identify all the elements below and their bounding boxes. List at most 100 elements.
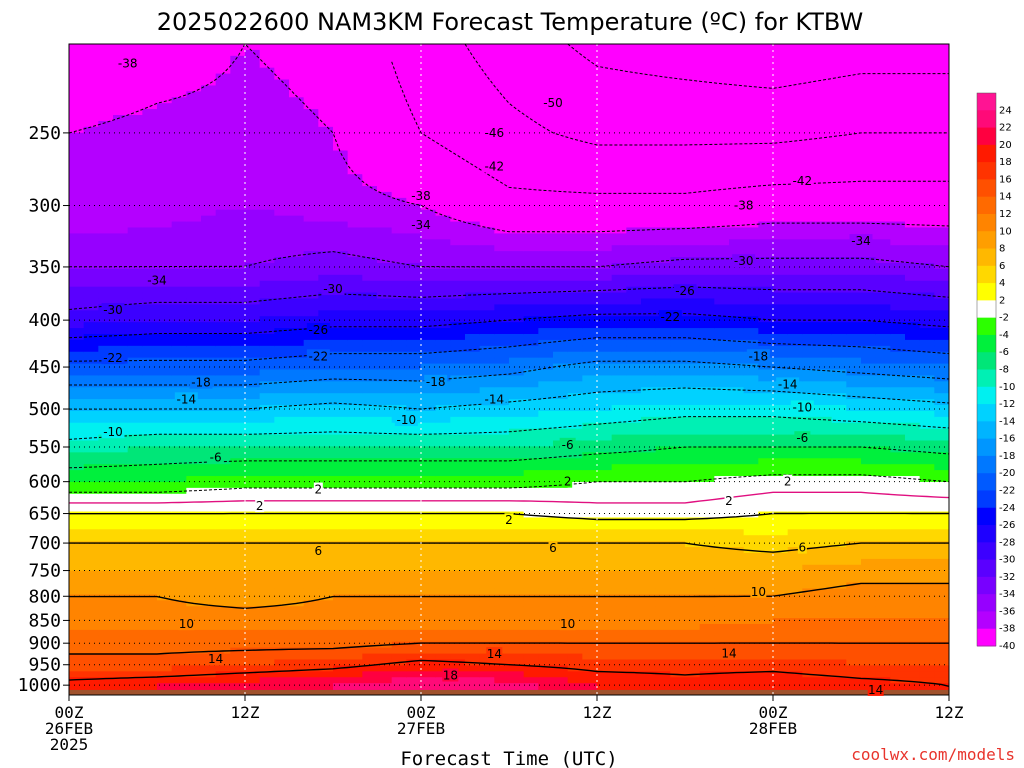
heatmap-cell	[714, 635, 730, 643]
heatmap-cell	[127, 227, 143, 234]
heatmap-cell	[230, 144, 246, 152]
heatmap-cell	[113, 109, 129, 116]
heatmap-cell	[611, 665, 627, 672]
heatmap-cell	[186, 49, 202, 57]
heatmap-cell	[699, 535, 715, 542]
heatmap-cell	[259, 552, 275, 560]
heatmap-cell	[553, 505, 569, 513]
heatmap-cell	[685, 588, 701, 595]
heatmap-cell	[714, 333, 730, 341]
heatmap-cell	[201, 274, 217, 282]
heatmap-cell	[274, 109, 290, 116]
heatmap-cell	[611, 49, 627, 57]
heatmap-cell	[465, 629, 481, 637]
heatmap-cell	[98, 600, 114, 607]
heatmap-cell	[215, 103, 231, 110]
heatmap-cell	[391, 126, 407, 134]
heatmap-cell	[245, 227, 261, 234]
heatmap-cell	[670, 464, 686, 471]
heatmap-cell	[230, 73, 246, 81]
heatmap-cell	[391, 138, 407, 146]
heatmap-cell	[274, 647, 290, 655]
heatmap-cell	[611, 399, 627, 406]
heatmap-cell	[303, 446, 319, 453]
heatmap-cell	[259, 191, 275, 199]
heatmap-cell	[69, 174, 85, 181]
heatmap-cell	[245, 470, 261, 477]
heatmap-cell	[83, 221, 99, 229]
heatmap-cell	[597, 481, 613, 489]
heatmap-cell	[597, 470, 613, 477]
heatmap-cell	[567, 61, 583, 69]
heatmap-cell	[641, 239, 657, 246]
heatmap-cell	[465, 61, 481, 69]
heatmap-cell	[553, 268, 569, 276]
heatmap-cell	[391, 458, 407, 465]
heatmap-cell	[582, 635, 598, 643]
heatmap-cell	[347, 369, 363, 377]
heatmap-cell	[318, 103, 334, 110]
heatmap-cell	[215, 274, 231, 282]
heatmap-cell	[391, 629, 407, 637]
heatmap-cell	[406, 61, 422, 69]
heatmap-cell	[494, 458, 510, 465]
heatmap-cell	[435, 79, 451, 87]
heatmap-cell	[127, 600, 143, 607]
heatmap-cell	[362, 405, 378, 412]
heatmap-cell	[274, 91, 290, 98]
heatmap-cell	[333, 499, 349, 507]
heatmap-cell	[98, 399, 114, 406]
heatmap-cell	[567, 588, 583, 595]
heatmap-cell	[641, 245, 657, 252]
heatmap-cell	[142, 416, 158, 424]
heatmap-cell	[699, 588, 715, 595]
heatmap-cell	[450, 251, 466, 258]
heatmap-cell	[729, 221, 745, 229]
heatmap-cell	[230, 357, 246, 365]
heatmap-cell	[450, 310, 466, 317]
heatmap-cell	[113, 369, 129, 377]
heatmap-cell	[699, 67, 715, 75]
heatmap-cell	[69, 162, 85, 169]
heatmap-cell	[391, 499, 407, 507]
heatmap-cell	[494, 186, 510, 193]
heatmap-cell	[259, 683, 275, 690]
heatmap-cell	[670, 659, 686, 667]
heatmap-cell	[729, 191, 745, 199]
heatmap-cell	[479, 671, 495, 678]
heatmap-cell	[611, 529, 627, 536]
heatmap-cell	[538, 387, 554, 394]
heatmap-cell	[274, 357, 290, 365]
heatmap-cell	[714, 422, 730, 430]
heatmap-cell	[523, 623, 539, 631]
heatmap-cell	[274, 97, 290, 104]
heatmap-cell	[729, 280, 745, 288]
heatmap-cell	[274, 606, 290, 613]
heatmap-cell	[142, 351, 158, 359]
heatmap-cell	[362, 470, 378, 477]
heatmap-cell	[98, 618, 114, 625]
heatmap-cell	[553, 375, 569, 382]
heatmap-cell	[538, 144, 554, 152]
heatmap-cell	[83, 203, 99, 211]
heatmap-cell	[597, 310, 613, 317]
heatmap-cell	[435, 91, 451, 98]
heatmap-cell	[333, 316, 349, 323]
heatmap-cell	[98, 375, 114, 382]
heatmap-cell	[479, 55, 495, 63]
heatmap-cell	[523, 618, 539, 625]
heatmap-cell	[670, 452, 686, 459]
heatmap-cell	[186, 257, 202, 264]
heatmap-cell	[597, 209, 613, 217]
heatmap-cell	[142, 233, 158, 240]
heatmap-cell	[597, 126, 613, 134]
heatmap-cell	[699, 180, 715, 187]
heatmap-cell	[479, 470, 495, 477]
heatmap-cell	[157, 665, 173, 672]
heatmap-cell	[303, 588, 319, 595]
heatmap-cell	[230, 310, 246, 317]
heatmap-cell	[333, 529, 349, 536]
heatmap-cell	[655, 476, 671, 483]
heatmap-cell	[685, 481, 701, 489]
heatmap-cell	[465, 618, 481, 625]
